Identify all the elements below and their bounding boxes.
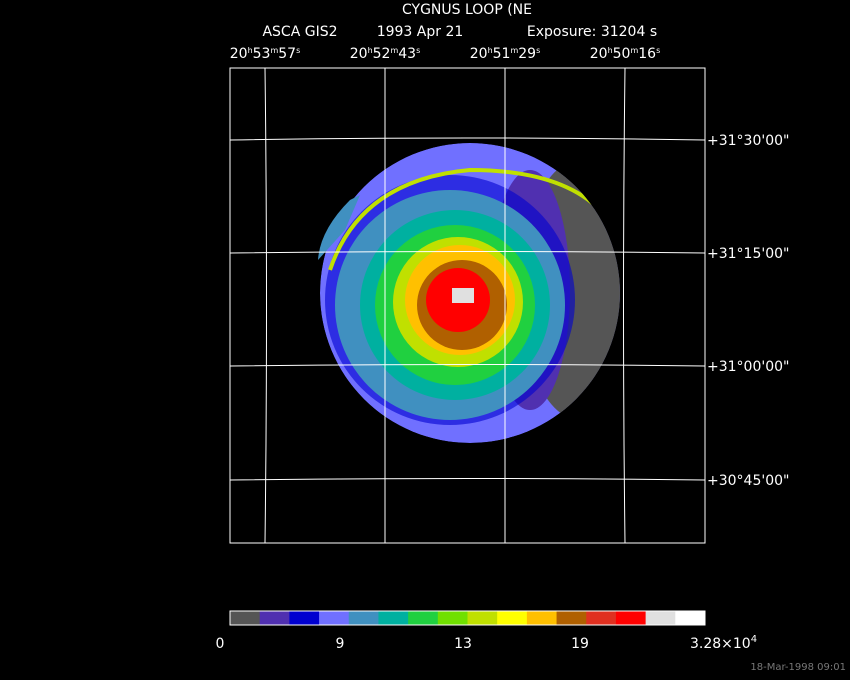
unit: m bbox=[630, 46, 638, 55]
unit: h bbox=[368, 46, 373, 55]
ra-label: 20h50m16s bbox=[590, 46, 661, 62]
unit: m bbox=[510, 46, 518, 55]
dec-label: +31°30'00" bbox=[707, 133, 789, 149]
number: 43 bbox=[398, 46, 416, 62]
number: 20 bbox=[470, 46, 488, 62]
colorbar-segment bbox=[378, 611, 409, 625]
number: 51 bbox=[493, 46, 511, 62]
timestamp: 18-Mar-1998 09:01 bbox=[750, 662, 846, 673]
colorbar-segment bbox=[319, 611, 350, 625]
colorbar-segment bbox=[586, 611, 617, 625]
number: 20 bbox=[590, 46, 608, 62]
ra-label: 20h51m29s bbox=[470, 46, 541, 62]
number: 20 bbox=[230, 46, 248, 62]
colorbar-segment bbox=[230, 611, 261, 625]
number: 52 bbox=[373, 46, 391, 62]
unit: h bbox=[488, 46, 493, 55]
colorbar bbox=[230, 611, 706, 625]
date: 1993 Apr 21 bbox=[377, 24, 464, 40]
colorbar-label: 3.28×104 bbox=[690, 634, 757, 652]
colorbar-segment bbox=[259, 611, 290, 625]
ra-label: 20h52m43s bbox=[350, 46, 421, 62]
number: 53 bbox=[253, 46, 271, 62]
dec-label: +31°15'00" bbox=[707, 246, 789, 262]
ra-labels: 20h53m57s 20h52m43s 20h51m29s 20h50m16s bbox=[230, 46, 661, 62]
exposure: Exposure: 31204 s bbox=[527, 24, 657, 40]
colorbar-frame bbox=[229, 610, 706, 626]
dec-label: +30°45'00" bbox=[707, 473, 789, 489]
colorbar-label: 9 bbox=[336, 636, 345, 652]
coordinate-grid bbox=[229, 67, 706, 544]
dec-label: +31°00'00" bbox=[707, 359, 789, 375]
colorbar-segment bbox=[289, 611, 320, 625]
colorbar-segment bbox=[437, 611, 468, 625]
unit: s bbox=[536, 46, 540, 55]
unit: h bbox=[608, 46, 613, 55]
unit: m bbox=[390, 46, 398, 55]
colorbar-segment bbox=[645, 611, 676, 625]
number: 50 bbox=[613, 46, 631, 62]
colorbar-segment bbox=[497, 611, 528, 625]
number: 29 bbox=[518, 46, 536, 62]
number: 57 bbox=[278, 46, 296, 62]
colorbar-segment bbox=[408, 611, 439, 625]
number: 20 bbox=[350, 46, 368, 62]
mantissa: 3.28×10 bbox=[690, 636, 751, 652]
colorbar-segment bbox=[348, 611, 379, 625]
colorbar-segment bbox=[467, 611, 498, 625]
unit: m bbox=[270, 46, 278, 55]
exponent: 4 bbox=[751, 634, 757, 645]
colorbar-label: 13 bbox=[454, 636, 472, 652]
title: CYGNUS LOOP (NE bbox=[402, 2, 532, 18]
colorbar-segment bbox=[526, 611, 558, 625]
xray-image bbox=[318, 143, 620, 443]
ra-label: 20h53m57s bbox=[230, 46, 301, 62]
colorbar-label: 19 bbox=[571, 636, 589, 652]
colorbar-segment bbox=[615, 611, 647, 625]
colorbar-segment bbox=[675, 611, 706, 625]
number: 16 bbox=[638, 46, 656, 62]
unit: s bbox=[296, 46, 300, 55]
instrument: ASCA GIS2 bbox=[262, 24, 337, 40]
unit: s bbox=[656, 46, 660, 55]
unit: h bbox=[248, 46, 253, 55]
colorbar-label: 0 bbox=[216, 636, 225, 652]
colorbar-segment bbox=[556, 611, 587, 625]
unit: s bbox=[416, 46, 420, 55]
